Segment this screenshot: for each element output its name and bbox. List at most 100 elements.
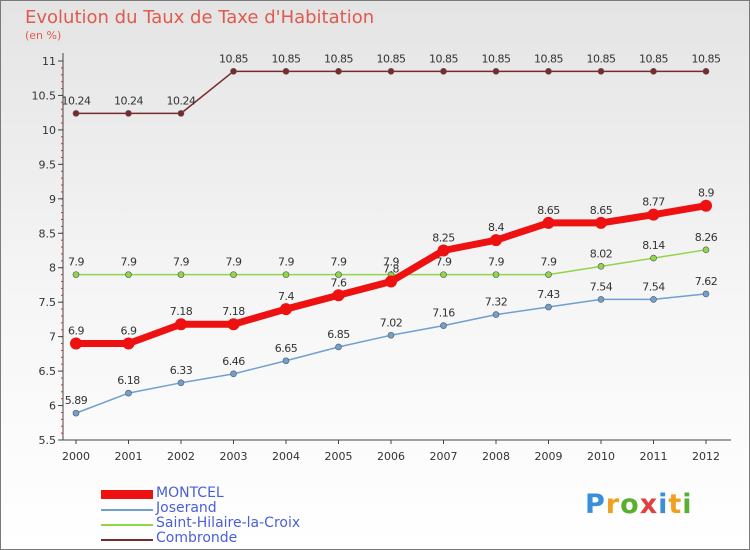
data-point-combronde — [72, 110, 80, 117]
data-point-saint-hilaire-la-croix — [335, 271, 342, 278]
data-point-joserand — [177, 379, 185, 387]
data-label-joserand: 6.33 — [170, 364, 193, 377]
data-point-montcel — [70, 337, 82, 350]
data-point-saint-hilaire-la-croix — [440, 271, 447, 278]
data-label-montcel: 7.18 — [170, 305, 193, 318]
data-label-combronde: 10.85 — [482, 52, 511, 65]
data-point-montcel — [647, 208, 660, 221]
data-label-joserand: 6.46 — [222, 355, 245, 368]
data-point-saint-hilaire-la-croix — [177, 271, 185, 278]
brand-letter: o — [620, 489, 640, 520]
chart-title: Evolution du Taux de Taxe d'Habitation — [25, 7, 375, 28]
data-point-combronde — [597, 68, 605, 75]
data-point-montcel — [385, 275, 397, 288]
data-point-joserand — [492, 311, 500, 318]
data-label-combronde: 10.85 — [377, 52, 406, 65]
data-label-combronde: 10.85 — [272, 52, 301, 65]
brand-logo: Proxiti — [585, 489, 693, 520]
x-tick-label: 2006 — [377, 450, 405, 463]
y-tick-label: 7 — [49, 331, 56, 344]
data-label-saint-hilaire-la-croix: 7.9 — [436, 256, 452, 269]
x-tick-label: 2003 — [220, 450, 248, 463]
data-label-saint-hilaire-la-croix: 7.9 — [278, 256, 294, 269]
data-point-joserand — [387, 331, 395, 339]
brand-letter: P — [585, 489, 606, 520]
data-label-combronde: 10.85 — [429, 52, 458, 65]
y-tick-label: 8 — [49, 262, 56, 275]
y-tick-label: 11 — [42, 55, 56, 68]
data-label-saint-hilaire-la-croix: 7.9 — [173, 256, 189, 269]
data-point-montcel — [227, 318, 240, 331]
data-point-joserand — [650, 296, 657, 303]
data-label-montcel: 8.4 — [488, 221, 504, 234]
x-tick-label: 2010 — [587, 450, 615, 463]
x-tick-label: 2009 — [535, 450, 563, 463]
data-point-saint-hilaire-la-croix — [230, 271, 237, 278]
x-tick-label: 2002 — [167, 450, 195, 463]
data-point-montcel — [175, 318, 187, 331]
data-label-saint-hilaire-la-croix: 8.26 — [695, 231, 718, 244]
data-point-joserand — [125, 389, 132, 397]
data-point-combronde — [650, 68, 657, 75]
data-label-joserand: 7.02 — [380, 316, 403, 329]
data-point-joserand — [545, 303, 552, 311]
data-label-saint-hilaire-la-croix: 7.9 — [541, 256, 557, 269]
data-point-saint-hilaire-la-croix — [282, 271, 290, 278]
data-point-joserand — [702, 290, 710, 298]
data-point-combronde — [545, 68, 552, 75]
x-tick-label: 2004 — [272, 450, 300, 463]
data-point-combronde — [335, 68, 342, 75]
data-label-joserand: 6.18 — [117, 374, 140, 387]
x-tick-label: 2005 — [325, 450, 353, 463]
data-label-saint-hilaire-la-croix: 7.9 — [331, 256, 347, 269]
data-label-saint-hilaire-la-croix: 7.9 — [226, 256, 242, 269]
data-label-combronde: 10.85 — [219, 52, 248, 65]
data-label-montcel: 6.9 — [68, 325, 84, 338]
data-point-combronde — [492, 68, 500, 75]
data-label-montcel: 7.4 — [278, 290, 294, 303]
data-label-montcel: 7.18 — [222, 305, 245, 318]
legend-swatch — [101, 524, 153, 526]
y-tick-label: 9 — [49, 193, 56, 206]
chart-unit-label: (en %) — [25, 29, 62, 42]
data-label-montcel: 8.25 — [432, 232, 455, 245]
data-label-saint-hilaire-la-croix: 8.02 — [590, 247, 613, 260]
data-label-saint-hilaire-la-croix: 7.9 — [121, 256, 137, 269]
data-point-montcel — [490, 234, 502, 247]
data-point-montcel — [332, 289, 345, 302]
legend-label: MONTCEL — [156, 485, 224, 501]
legend-label: Combronde — [156, 530, 238, 546]
data-label-joserand: 7.62 — [695, 275, 718, 288]
data-point-montcel — [437, 244, 450, 257]
data-point-saint-hilaire-la-croix — [597, 263, 605, 270]
data-point-joserand — [335, 343, 342, 351]
data-label-saint-hilaire-la-croix: 8.14 — [642, 239, 665, 252]
data-point-joserand — [282, 357, 290, 365]
data-point-montcel — [542, 216, 555, 229]
data-label-combronde: 10.85 — [324, 52, 353, 65]
data-point-combronde — [282, 68, 290, 75]
data-label-combronde: 10.85 — [534, 52, 563, 65]
data-label-joserand: 6.85 — [327, 328, 350, 341]
data-point-combronde — [387, 68, 395, 75]
legend-label: Saint-Hilaire-la-Croix — [156, 515, 301, 531]
data-point-montcel — [700, 199, 712, 212]
data-point-joserand — [230, 370, 237, 378]
brand-letter: i — [682, 489, 693, 520]
data-point-montcel — [122, 337, 135, 350]
data-label-combronde: 10.24 — [62, 94, 91, 107]
data-label-montcel: 8.9 — [698, 187, 714, 200]
y-tick-label: 10.5 — [32, 89, 57, 102]
x-tick-label: 2008 — [482, 450, 510, 463]
legend-swatch — [101, 539, 153, 541]
data-label-montcel: 7.8 — [383, 263, 399, 276]
data-point-saint-hilaire-la-croix — [545, 271, 552, 278]
data-point-combronde — [702, 68, 710, 75]
y-tick-label: 6.5 — [39, 365, 57, 378]
data-label-joserand: 7.54 — [590, 280, 613, 293]
data-label-joserand: 7.32 — [485, 296, 508, 309]
data-point-montcel — [595, 216, 607, 229]
y-tick-label: 10 — [42, 124, 56, 137]
